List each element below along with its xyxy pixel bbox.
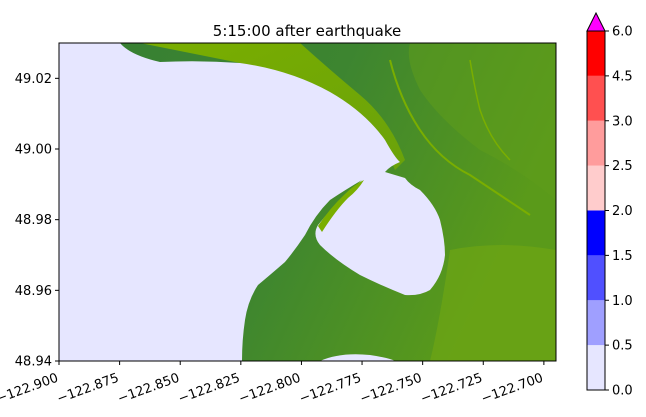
map-area — [59, 43, 556, 361]
colorbar-segment — [587, 345, 605, 390]
x-tick-label: −122.825 — [176, 371, 242, 407]
colorbar-segment — [587, 300, 605, 346]
colorbar-segment — [587, 210, 605, 256]
colorbar-segment — [587, 120, 605, 166]
y-tick-label: 49.02 — [15, 72, 52, 87]
y-tick-label: 49.00 — [15, 143, 52, 158]
y-axis: 48.94 48.96 48.98 49.00 49.02 — [15, 72, 59, 370]
colorbar-segment — [587, 75, 605, 121]
y-tick-label: 48.94 — [15, 355, 52, 370]
plot-title: 5:15:00 after earthquake — [213, 22, 401, 40]
x-tick-label: −122.775 — [298, 371, 364, 407]
x-tick-label: −122.800 — [237, 371, 303, 407]
x-tick-label: −122.875 — [55, 371, 121, 407]
x-tick-label: −122.700 — [479, 371, 545, 407]
x-tick-label: −122.725 — [419, 371, 485, 407]
colorbar-tick-label: 1.5 — [612, 249, 633, 264]
x-tick-label: −122.900 — [0, 371, 60, 407]
colorbar-tick-label: 2.5 — [612, 159, 633, 174]
colorbar-tick-label: 0.0 — [612, 384, 633, 399]
sand-spit — [318, 180, 364, 232]
colorbar: 0.0 0.5 1.0 1.5 2.0 2.5 3.0 4.5 6.0 — [586, 11, 633, 399]
inland-high-ground — [408, 43, 556, 200]
colorbar-segment — [587, 165, 605, 211]
colorbar-segment — [587, 31, 605, 76]
south-water — [320, 354, 395, 361]
x-tick-label: −122.750 — [358, 371, 424, 407]
colorbar-tick-label: 1.0 — [612, 294, 633, 309]
x-axis: −122.900−122.875−122.850−122.825−122.800… — [0, 361, 545, 407]
x-tick-label: −122.850 — [116, 371, 182, 407]
colorbar-segment — [587, 255, 605, 301]
y-tick-label: 48.98 — [15, 213, 52, 228]
southeast-slope — [430, 245, 556, 361]
plot-frame — [58, 42, 557, 362]
river-channel — [389, 59, 531, 216]
colorbar-tick-label: 0.5 — [612, 339, 633, 354]
colorbar-tick-label: 2.0 — [612, 204, 633, 219]
bay-water — [59, 43, 445, 361]
colorbar-tick-label: 4.5 — [612, 69, 633, 84]
colorbar-tick-label: 3.0 — [612, 114, 633, 129]
colorbar-tick-label: 6.0 — [612, 25, 633, 40]
colorbar-extend-arrow — [586, 11, 606, 32]
y-tick-label: 48.96 — [15, 284, 52, 299]
river-channel — [469, 59, 511, 161]
